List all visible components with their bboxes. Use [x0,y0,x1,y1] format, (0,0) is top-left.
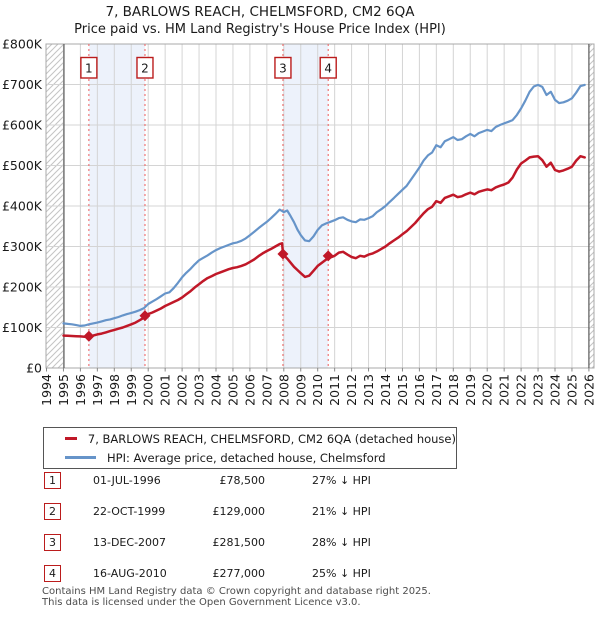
y-tick-label: £0 [26,361,42,376]
x-tick-label: 2009 [293,374,308,406]
sale-number-badge: 2 [44,503,61,520]
x-tick-label: 2004 [209,374,224,406]
sale-date: 16-AUG-2010 [93,567,167,580]
x-tick-label: 2017 [429,374,444,406]
sale-date: 22-OCT-1999 [93,505,166,518]
x-tick-label: 2012 [344,374,359,406]
sale-2-label: 2 [141,62,149,76]
sale-price: £78,500 [219,474,266,487]
x-tick-label: 2005 [225,374,240,406]
x-tick-label: 2003 [192,374,207,406]
sale-number-badge: 1 [44,472,61,489]
y-tick-label: £700K [2,77,43,92]
sale-price: £277,000 [212,567,266,580]
x-tick-label: 1998 [107,374,122,406]
sale-1-label: 1 [85,62,93,76]
sale-2-label-box [136,56,154,79]
sale-date: 13-DEC-2007 [93,536,167,549]
x-tick-label: 2015 [395,374,410,406]
plot-frame [45,43,595,369]
sale-4-label-box [319,56,337,79]
hpi-line [62,83,586,327]
x-tick-label: 2008 [276,374,291,406]
hpi-line-swatch [65,456,96,459]
x-tick-label: 2018 [446,374,461,406]
x-tick-label: 2002 [175,374,190,406]
y-tick-label: £800K [2,37,43,52]
x-tick-label: 2021 [497,374,512,406]
x-tick-label: 2010 [310,374,325,406]
sale-table-row: 1 01-JUL-1996 £78,500 27% ↓ HPI [0,472,600,492]
x-tick-label: 2025 [564,374,579,406]
x-tick-label: 1997 [90,374,105,406]
chart-legend: 7, BARLOWS REACH, CHELMSFORD, CM2 6QA (d… [43,427,457,469]
y-tick-label: £100K [2,320,43,335]
sale-vs-hpi: 25% ↓ HPI [312,567,371,580]
sale-table-row: 3 13-DEC-2007 £281,500 28% ↓ HPI [0,534,600,554]
x-tick-label: 2000 [141,374,156,406]
sale-1-label-box [80,56,98,79]
page-title: 7, BARLOWS REACH, CHELMSFORD, CM2 6QA [105,4,415,20]
y-tick-label: £200K [2,280,43,295]
x-tick-label: 2026 [581,374,596,406]
y-tick-label: £600K [2,118,43,133]
sale-3-marker [277,248,289,260]
sale-table-row: 2 22-OCT-1999 £129,000 21% ↓ HPI [0,503,600,523]
x-tick-label: 2020 [480,374,495,406]
x-tick-label: 2023 [531,374,546,406]
sale-price: £129,000 [212,505,266,518]
sale-number-badge: 4 [44,565,61,582]
x-tick-label: 2011 [327,374,342,406]
legend-item-hpi: HPI: Average price, detached house, Chel… [44,450,456,466]
copyright-line: Contains HM Land Registry data © Crown c… [42,586,431,597]
x-tick-label: 2014 [378,374,393,406]
x-tick-label: 2022 [514,374,529,406]
x-tick-label: 2019 [463,374,478,406]
legend-label: 7, BARLOWS REACH, CHELMSFORD, CM2 6QA (d… [87,431,456,446]
page-subtitle: Price paid vs. HM Land Registry's House … [74,22,446,37]
sale-1-marker [83,330,95,342]
sale-4-marker [322,250,334,262]
price-history-chart: 1 2 3 4 £0 £100K £200K £300K £400K £500K £600K £700… [2,37,596,406]
x-tick-label: 2007 [259,374,274,406]
sale-vs-hpi: 27% ↓ HPI [312,474,371,487]
x-tick-label: 1994 [39,374,54,406]
gridlines [46,44,594,368]
x-tick-label: 2001 [158,374,173,406]
x-axis-ticks [46,368,590,372]
licence-line: This data is licensed under the Open Gov… [42,597,361,608]
x-tick-label: 2024 [548,374,563,406]
sale-table-row: 4 16-AUG-2010 £277,000 25% ↓ HPI [0,565,600,585]
legend-label: HPI: Average price, detached house, Chel… [107,450,386,465]
x-tick-label: 1999 [124,374,139,406]
sale-number-badge: 3 [44,534,61,551]
x-tick-label: 2013 [361,374,376,406]
sale-vs-hpi: 28% ↓ HPI [312,536,371,549]
x-tick-label: 2006 [242,374,257,406]
sale-2-marker [139,310,151,322]
x-tick-label: 1996 [73,374,88,406]
price-paid-line [62,154,586,339]
y-tick-label: £400K [2,199,43,214]
sale-3-label-box [274,56,292,79]
sale-price: £281,500 [212,536,266,549]
price-line-swatch [65,437,77,440]
x-tick-label: 2016 [412,374,427,406]
x-tick-label: 1995 [56,374,71,406]
legend-item-price-paid: 7, BARLOWS REACH, CHELMSFORD, CM2 6QA (d… [44,431,456,447]
sale-vs-hpi: 21% ↓ HPI [312,505,371,518]
sale-3-label: 3 [279,62,287,76]
sale-4-label: 4 [324,62,332,76]
y-tick-label: £500K [2,158,43,173]
sale-date: 01-JUL-1996 [93,474,161,487]
y-tick-label: £300K [2,239,43,254]
